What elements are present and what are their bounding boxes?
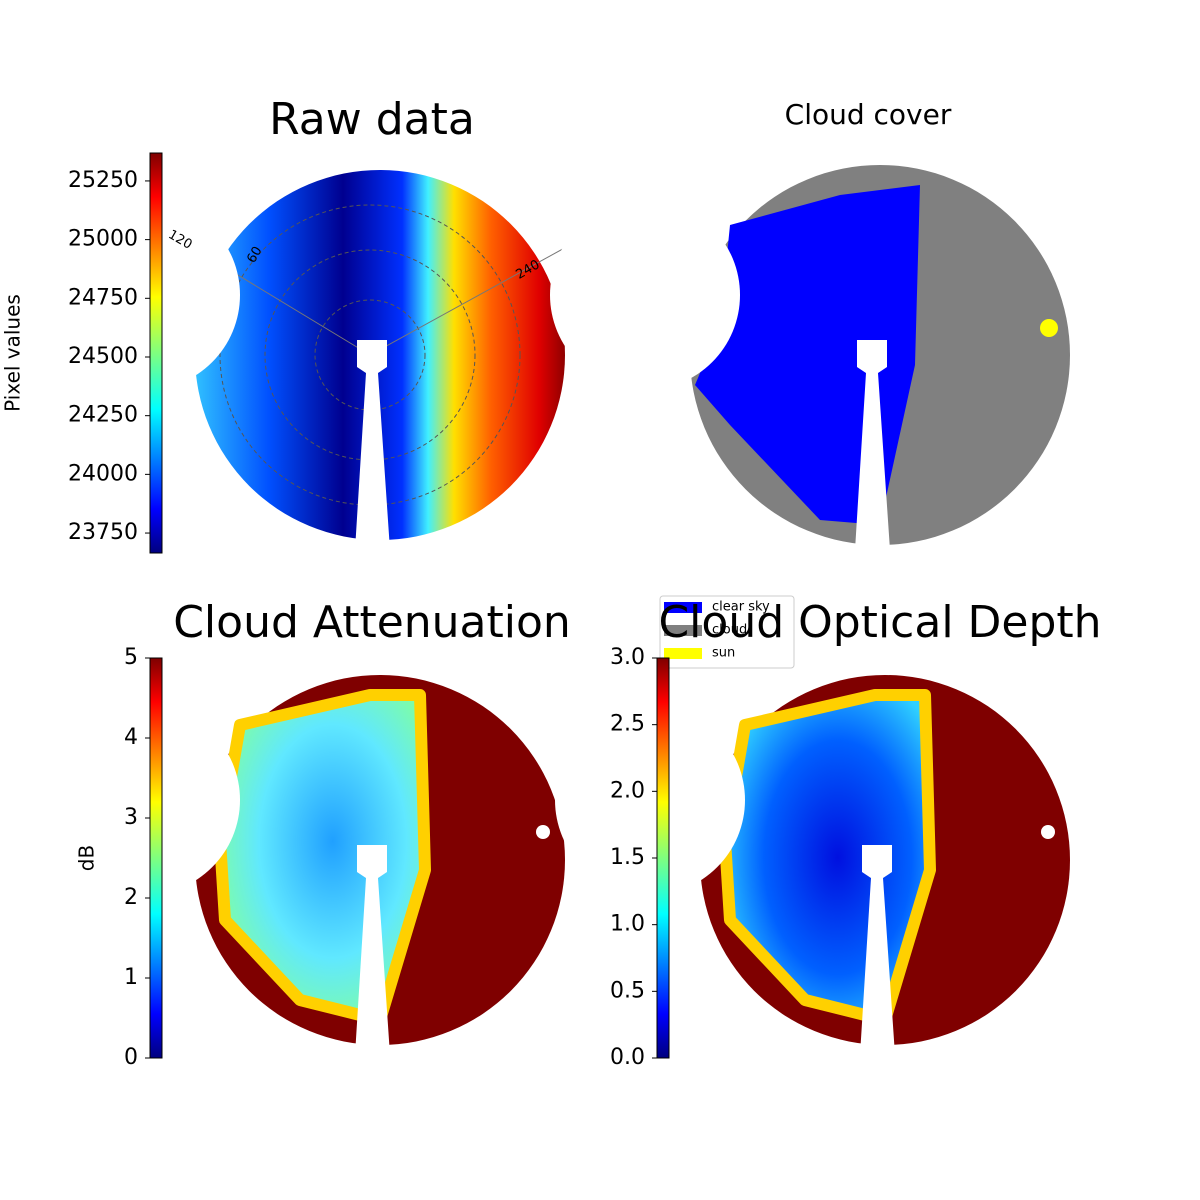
panel: Cloud Attenuation 0 1 2 3 4 5 dB — [50, 597, 571, 1070]
polar-label: 60 — [244, 244, 265, 266]
colorbar-tick-label: 1.0 — [610, 912, 645, 937]
colorbar-label: Pixel values — [1, 294, 25, 412]
colorbar — [656, 657, 670, 1059]
sun-mask — [536, 825, 550, 839]
panel-title: Raw data — [269, 94, 475, 145]
camera-mast — [855, 340, 890, 550]
colorbar-tick-label: 1.5 — [610, 845, 645, 870]
colorbar-tick-label: 2.0 — [610, 778, 645, 803]
panel: Cloud Optical Depth 0.0 0.5 1.0 1.5 2.0 2.5 3.0 — [555, 597, 1102, 1070]
legend-label: cloud — [712, 623, 747, 638]
polar-ring — [219, 204, 521, 506]
colorbar-tick-label: 23750 — [68, 520, 138, 545]
panel-title: Cloud cover — [785, 98, 952, 131]
colorbar-tick-label: 25250 — [68, 168, 138, 193]
camera-mast — [355, 845, 390, 1055]
colorbar-tick-label: 25000 — [68, 227, 138, 252]
colorbar-tick-label: 2.5 — [610, 712, 645, 737]
panel-title: Cloud Optical Depth — [658, 597, 1101, 648]
notch — [550, 200, 740, 390]
colorbar-tick-label: 2 — [124, 885, 138, 910]
colorbar-label: dB — [75, 845, 99, 871]
colorbar — [149, 152, 163, 554]
camera-mast — [860, 845, 895, 1055]
colorbar-tick-label: 24500 — [68, 344, 138, 369]
colorbar-tick-label: 0.5 — [610, 978, 645, 1003]
panel-title: Cloud Attenuation — [173, 597, 571, 648]
notch — [555, 705, 745, 895]
legend-swatch — [664, 625, 702, 636]
sun-mask — [1041, 825, 1055, 839]
colorbar-tick-label: 3 — [124, 805, 138, 830]
notch — [50, 200, 240, 390]
colorbar-tick-label: 5 — [124, 645, 138, 670]
sun — [1040, 319, 1058, 337]
notch — [50, 705, 240, 895]
legend-swatch — [664, 648, 702, 659]
panel: Raw data12060240237502400024250245002475… — [1, 94, 571, 554]
colorbar-tick-label: 24000 — [68, 461, 138, 486]
colorbar-tick-label: 24250 — [68, 403, 138, 428]
colorbar-tick-label: 0 — [124, 1045, 138, 1070]
colorbar-tick-label: 4 — [124, 725, 138, 750]
legend-label: clear sky — [712, 600, 770, 615]
camera-mast — [355, 340, 390, 550]
colorbar — [149, 657, 163, 1059]
colorbar-tick-label: 3.0 — [610, 645, 645, 670]
legend-label: sun — [712, 646, 735, 661]
colorbar-tick-label: 24750 — [68, 285, 138, 310]
panel: Cloud cover clear sky cloud sun — [550, 98, 1070, 669]
colorbar-tick-label: 0.0 — [610, 1045, 645, 1070]
colorbar-tick-label: 1 — [124, 965, 138, 990]
legend-swatch — [664, 602, 702, 613]
polar-axis — [369, 244, 571, 356]
